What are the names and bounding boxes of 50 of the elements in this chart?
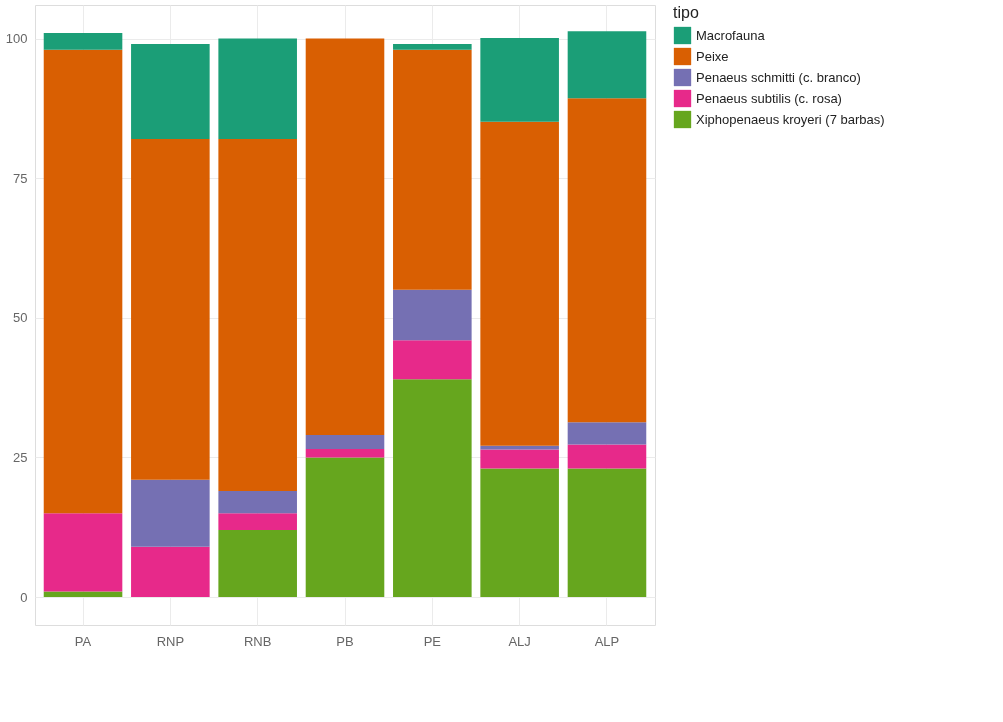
bar (43, 32, 123, 50)
bar (131, 479, 210, 547)
bar (131, 139, 210, 480)
x-tick-label: PB (336, 633, 354, 649)
bar (480, 445, 559, 450)
y-tick-label: 75 (13, 170, 28, 186)
bar (567, 468, 647, 598)
bar (567, 422, 647, 445)
bar (393, 44, 472, 50)
x-tick-label: RNB (243, 633, 272, 649)
bar (305, 449, 385, 458)
bar (393, 340, 472, 380)
bar (305, 457, 385, 598)
x-tick-label: PE (423, 633, 442, 649)
y-tick-label: 50 (13, 310, 28, 326)
legend-label: Penaeus subtilis (c. rosa) (696, 90, 842, 106)
bar (218, 490, 297, 514)
legend-label: Macrofauna (696, 27, 766, 43)
bar (567, 98, 647, 423)
x-tick-label: ALJ (508, 633, 531, 649)
bar (218, 530, 297, 598)
legend-label: Penaeus schmitti (c. branco) (696, 69, 861, 85)
bar (43, 49, 123, 514)
bar (567, 444, 647, 469)
bar (131, 546, 210, 598)
bar (43, 513, 123, 592)
x-tick-label: ALP (594, 633, 620, 649)
bar (393, 49, 472, 290)
bar (218, 513, 297, 531)
bar (480, 468, 559, 598)
bar (567, 31, 647, 99)
legend-label: Xiphopenaeus kroyeri (7 barbas) (696, 111, 885, 127)
y-tick-label: 100 (5, 31, 28, 47)
bar (393, 289, 472, 341)
y-tick-label: 0 (20, 589, 28, 605)
bar (131, 44, 210, 140)
y-tick-label: 25 (13, 449, 28, 465)
bar (480, 121, 559, 446)
bar (480, 37, 559, 122)
bar (480, 449, 559, 469)
x-tick-label: RNP (156, 633, 185, 649)
x-tick-label: PA (74, 633, 92, 649)
bar (218, 139, 297, 491)
bar (218, 38, 297, 140)
legend-title: tipo (673, 4, 699, 21)
bar (305, 435, 385, 450)
bar (305, 38, 385, 436)
legend-label: Peixe (696, 48, 729, 64)
bar (43, 591, 123, 598)
bar (393, 379, 472, 598)
